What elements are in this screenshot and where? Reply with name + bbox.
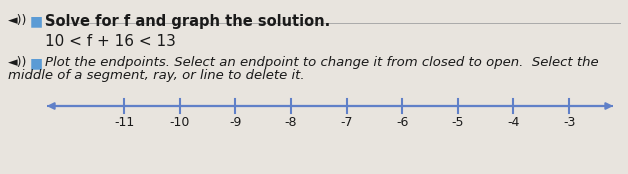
Text: -5: -5 [452, 116, 464, 129]
Text: ◄)): ◄)) [8, 56, 28, 69]
Text: ◄)): ◄)) [8, 14, 28, 27]
Text: middle of a segment, ray, or line to delete it.: middle of a segment, ray, or line to del… [8, 69, 305, 82]
Text: -6: -6 [396, 116, 408, 129]
Text: -7: -7 [340, 116, 353, 129]
Text: 10 < f + 16 < 13: 10 < f + 16 < 13 [45, 34, 176, 49]
Text: -10: -10 [170, 116, 190, 129]
Text: Plot the endpoints. Select an endpoint to change it from closed to open.  Select: Plot the endpoints. Select an endpoint t… [45, 56, 598, 69]
Text: -11: -11 [114, 116, 134, 129]
Text: ■: ■ [30, 56, 43, 70]
Text: ■: ■ [30, 14, 43, 28]
Text: -3: -3 [563, 116, 575, 129]
Text: -4: -4 [507, 116, 519, 129]
Text: Solve for f and graph the solution.: Solve for f and graph the solution. [45, 14, 330, 29]
Text: -8: -8 [285, 116, 297, 129]
Text: -9: -9 [229, 116, 242, 129]
